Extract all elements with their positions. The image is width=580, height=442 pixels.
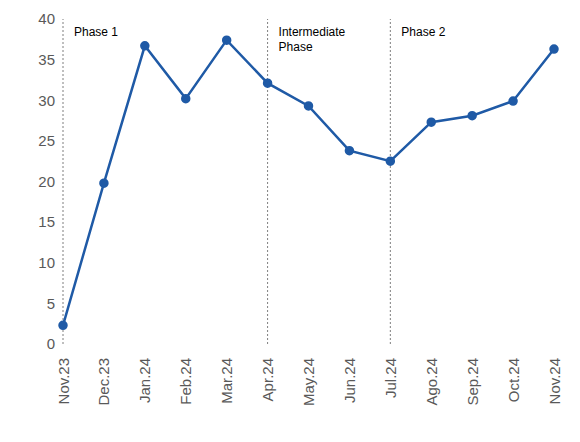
svg-text:IntermediatePhase: IntermediatePhase	[279, 25, 346, 54]
svg-text:Phase 1: Phase 1	[74, 25, 118, 39]
svg-text:Apr.24: Apr.24	[259, 358, 276, 401]
svg-text:Phase 2: Phase 2	[401, 25, 445, 39]
svg-text:Jan.24: Jan.24	[136, 358, 153, 403]
svg-text:Ago.24: Ago.24	[423, 358, 440, 406]
svg-text:20: 20	[38, 173, 55, 190]
svg-text:10: 10	[38, 254, 55, 271]
svg-text:25: 25	[38, 132, 55, 149]
svg-text:Nov.23: Nov.23	[55, 358, 72, 404]
svg-text:Sep.24: Sep.24	[464, 358, 481, 406]
svg-text:Jul.24: Jul.24	[382, 358, 399, 398]
svg-text:Dec.23: Dec.23	[95, 358, 112, 406]
svg-text:May.24: May.24	[300, 358, 317, 406]
svg-text:0: 0	[47, 335, 55, 352]
svg-text:Jun.24: Jun.24	[341, 358, 358, 403]
svg-text:Nov.24: Nov.24	[546, 358, 563, 404]
svg-text:40: 40	[38, 10, 55, 27]
svg-text:30: 30	[38, 92, 55, 109]
svg-text:Oct.24: Oct.24	[505, 358, 522, 402]
svg-text:Mar.24: Mar.24	[218, 358, 235, 404]
svg-text:5: 5	[47, 295, 55, 312]
svg-text:35: 35	[38, 51, 55, 68]
svg-text:Feb.24: Feb.24	[177, 358, 194, 405]
svg-text:15: 15	[38, 213, 55, 230]
